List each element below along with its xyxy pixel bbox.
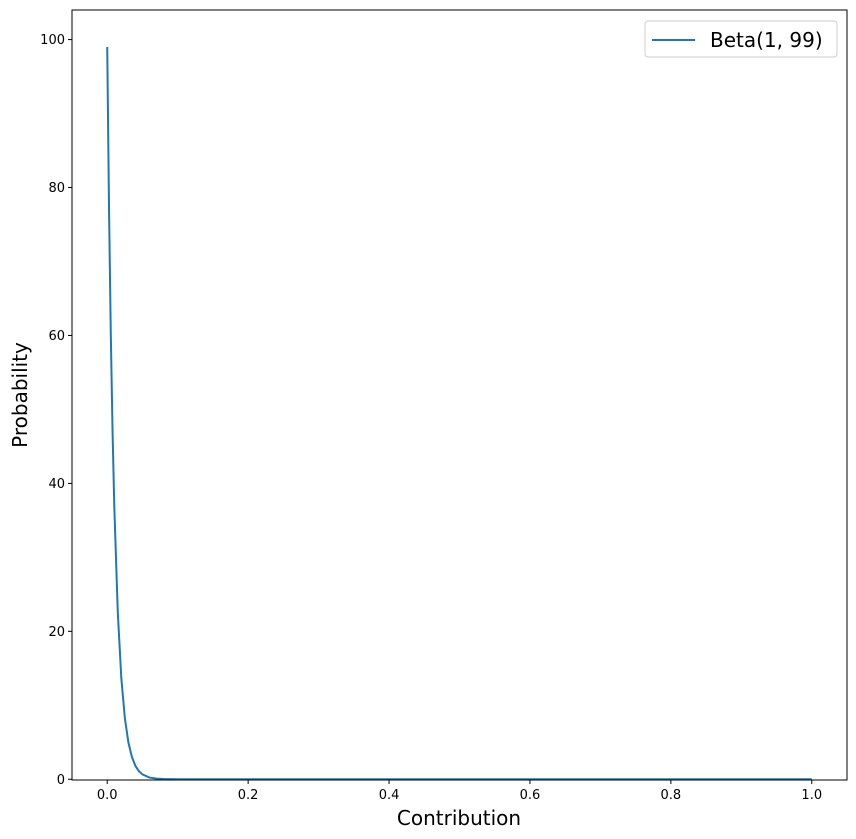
y-tick-label: 0 [57,773,65,788]
y-tick-label: 20 [48,625,65,640]
x-tick-label: 0.0 [97,788,118,803]
y-tick-label: 40 [48,477,65,492]
legend-label: Beta(1, 99) [710,28,823,52]
x-tick-label: 1.0 [801,788,822,803]
x-tick-label: 0.4 [379,788,400,803]
legend: Beta(1, 99) [644,20,838,58]
x-tick-label: 0.2 [238,788,259,803]
y-tick-label: 60 [48,329,65,344]
x-axis-label: Contribution [397,806,521,830]
axes-frame [71,9,848,781]
legend-box [644,20,838,58]
y-tick-label: 100 [40,33,65,48]
x-tick-label: 0.6 [520,788,541,803]
y-axis-label: Probability [8,342,32,448]
series-line-beta [106,46,812,781]
x-tick-label: 0.8 [661,788,682,803]
y-tick-label: 80 [48,181,65,196]
